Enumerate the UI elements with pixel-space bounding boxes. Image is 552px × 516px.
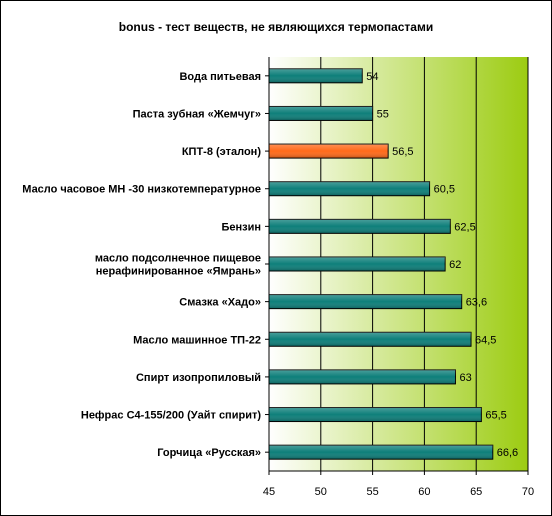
category-label: КПТ-8 (эталон): [182, 146, 261, 158]
data-label: 62,5: [454, 221, 475, 233]
bar-shading: [269, 219, 451, 234]
category-labels: Вода питьевая Паста зубная «Жемчуг» КПТ-8 …: [22, 71, 261, 459]
category-label: масло подсолнечное пищевое нерафинированн…: [95, 253, 261, 278]
x-axis-ticks: 45 50 55 60 65 70: [263, 57, 534, 498]
data-label: 62: [449, 259, 461, 271]
x-tick-label: 55: [366, 486, 378, 498]
data-label: 65,5: [485, 410, 506, 422]
data-label: 56,5: [392, 146, 413, 158]
x-tick-label: 60: [418, 486, 430, 498]
chart-title: bonus - тест веществ, не являющихся терм…: [119, 20, 433, 34]
category-label: Горчица «Русская»: [157, 447, 261, 459]
bar-shading: [269, 257, 446, 271]
data-label: 63,6: [466, 297, 487, 309]
category-label: Смазка «Хадо»: [179, 297, 261, 309]
category-label: Спирт изопропиловый: [136, 372, 261, 384]
bar-shading: [269, 369, 456, 384]
category-label: Нефрас С4-155/200 (Уайт спирит): [81, 410, 261, 422]
bar-shading: [269, 181, 430, 196]
bar-shading: [269, 144, 389, 159]
data-label: 55: [377, 108, 389, 120]
category-label: Масло машинное ТП-22: [133, 334, 261, 346]
x-tick-label: 70: [522, 486, 534, 498]
data-label: 64,5: [475, 334, 496, 346]
data-label: 60,5: [434, 184, 455, 196]
x-tick-label: 50: [315, 486, 327, 498]
bar-shading: [269, 106, 373, 121]
data-label: 66,6: [497, 447, 518, 459]
x-tick-label: 45: [263, 486, 275, 498]
category-label: Вода питьевая: [179, 71, 261, 83]
bar-shading: [269, 445, 493, 460]
data-label: 54: [366, 71, 378, 83]
bar-shading: [269, 294, 462, 309]
category-label: Паста зубная «Жемчуг»: [133, 108, 261, 120]
category-label: Масло часовое МН -30 низкотемпературное: [22, 184, 261, 196]
bar-shading: [269, 332, 472, 347]
bar-shading: [269, 68, 363, 83]
data-label: 63: [459, 372, 471, 384]
x-tick-label: 65: [470, 486, 482, 498]
data-labels: 54 55 56,5 60,5 62,5 62 63,6 64,5 63 65,5 66,6: [366, 71, 518, 459]
category-label: Бензин: [221, 221, 261, 233]
bar-shading: [269, 407, 482, 422]
bars: [268, 68, 494, 460]
